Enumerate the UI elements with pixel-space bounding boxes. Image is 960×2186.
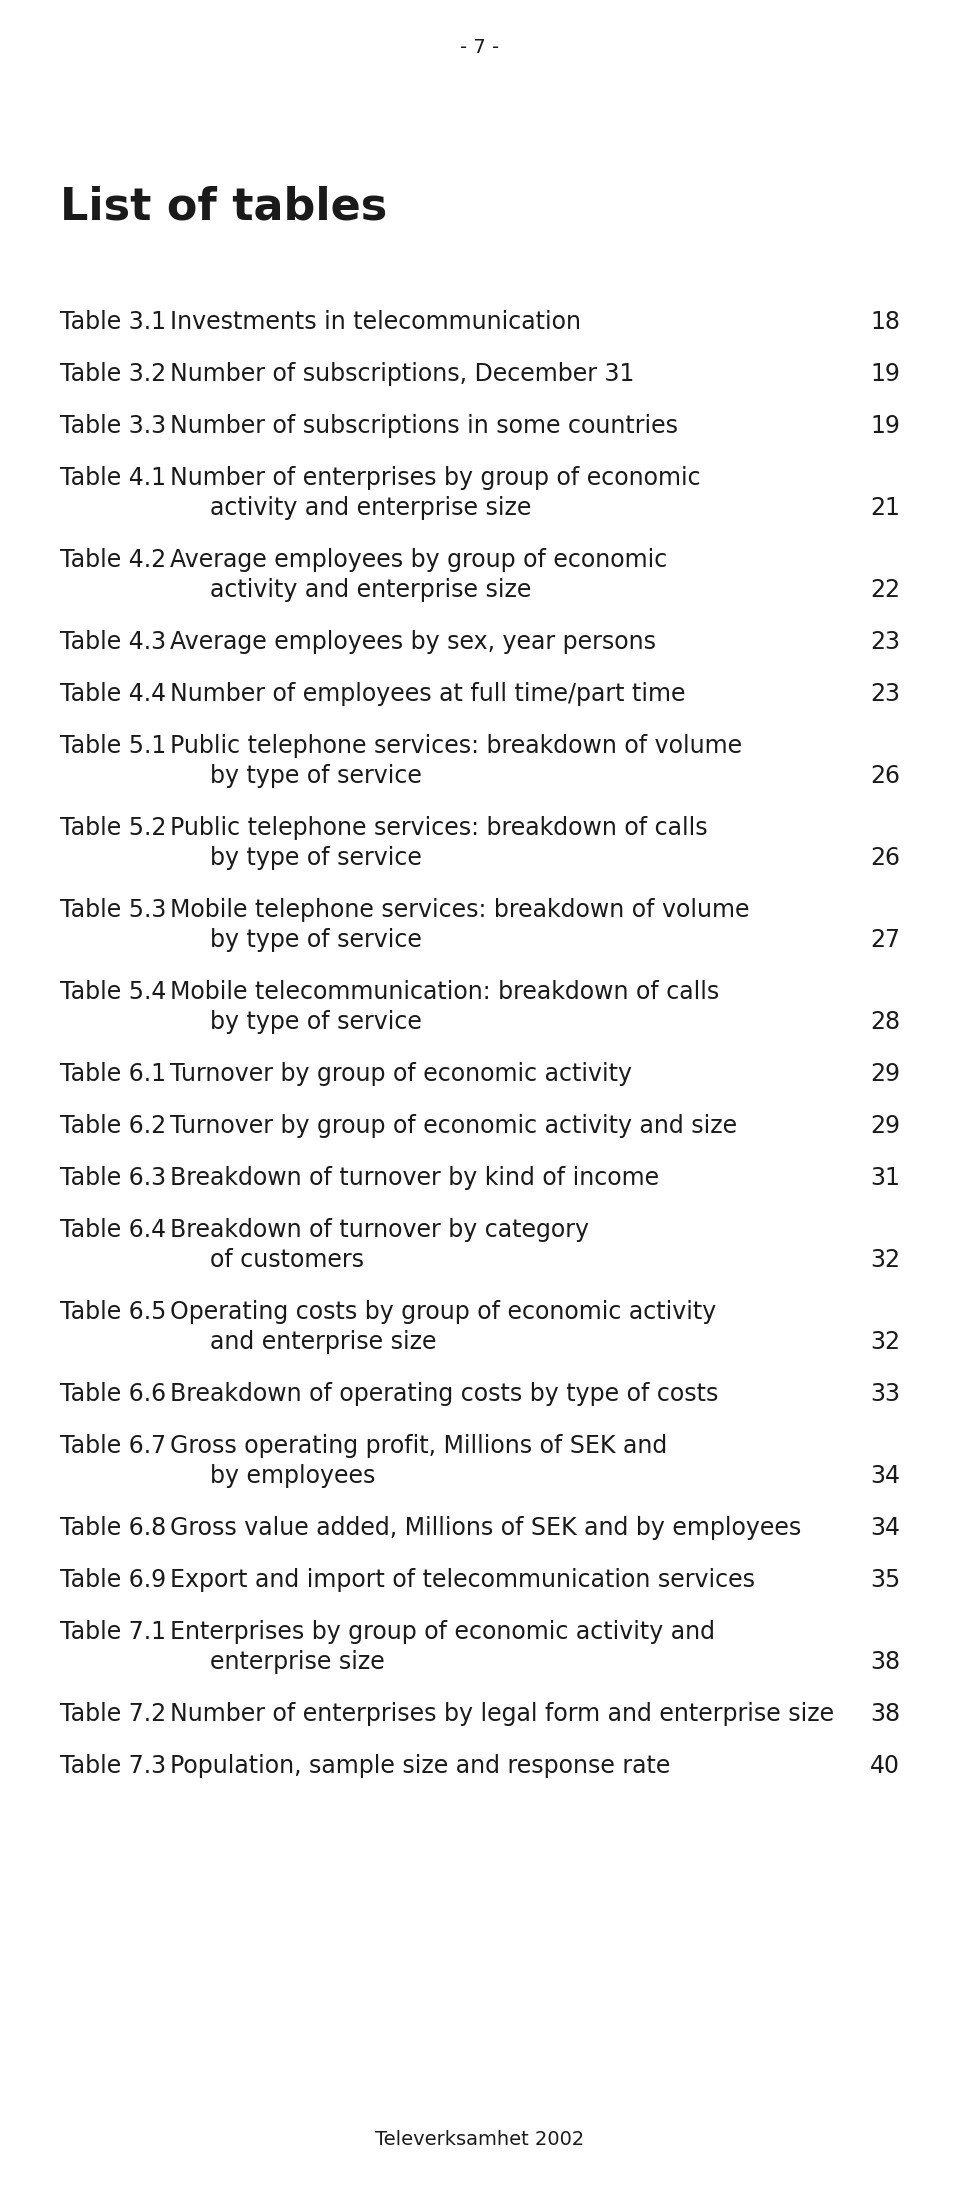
Text: Table 4.1: Table 4.1 xyxy=(60,466,166,490)
Text: 19: 19 xyxy=(870,363,900,387)
Text: Televerksamhet 2002: Televerksamhet 2002 xyxy=(375,2129,585,2149)
Text: 27: 27 xyxy=(870,929,900,951)
Text: Gross value added, Millions of SEK and by employees: Gross value added, Millions of SEK and b… xyxy=(170,1517,802,1539)
Text: Table 6.6: Table 6.6 xyxy=(60,1382,166,1406)
Text: 32: 32 xyxy=(870,1248,900,1272)
Text: 26: 26 xyxy=(870,846,900,870)
Text: Breakdown of operating costs by type of costs: Breakdown of operating costs by type of … xyxy=(170,1382,718,1406)
Text: 18: 18 xyxy=(870,310,900,334)
Text: Table 3.2: Table 3.2 xyxy=(60,363,166,387)
Text: Population, sample size and response rate: Population, sample size and response rat… xyxy=(170,1753,670,1777)
Text: by type of service: by type of service xyxy=(210,846,421,870)
Text: Table 4.4: Table 4.4 xyxy=(60,682,166,706)
Text: Turnover by group of economic activity: Turnover by group of economic activity xyxy=(170,1062,632,1086)
Text: Mobile telecommunication: breakdown of calls: Mobile telecommunication: breakdown of c… xyxy=(170,979,719,1003)
Text: by type of service: by type of service xyxy=(210,763,421,787)
Text: 19: 19 xyxy=(870,413,900,437)
Text: Table 5.1: Table 5.1 xyxy=(60,734,166,759)
Text: Mobile telephone services: breakdown of volume: Mobile telephone services: breakdown of … xyxy=(170,898,750,922)
Text: Average employees by group of economic: Average employees by group of economic xyxy=(170,549,667,573)
Text: by type of service: by type of service xyxy=(210,1010,421,1034)
Text: enterprise size: enterprise size xyxy=(210,1650,385,1674)
Text: 35: 35 xyxy=(870,1567,900,1591)
Text: Table 6.4: Table 6.4 xyxy=(60,1218,166,1242)
Text: Table 4.2: Table 4.2 xyxy=(60,549,166,573)
Text: Breakdown of turnover by kind of income: Breakdown of turnover by kind of income xyxy=(170,1165,660,1189)
Text: List of tables: List of tables xyxy=(60,186,387,227)
Text: Export and import of telecommunication services: Export and import of telecommunication s… xyxy=(170,1567,755,1591)
Text: Investments in telecommunication: Investments in telecommunication xyxy=(170,310,581,334)
Text: Table 6.1: Table 6.1 xyxy=(60,1062,166,1086)
Text: 32: 32 xyxy=(870,1329,900,1353)
Text: Table 3.3: Table 3.3 xyxy=(60,413,166,437)
Text: Table 6.7: Table 6.7 xyxy=(60,1434,166,1458)
Text: Public telephone services: breakdown of calls: Public telephone services: breakdown of … xyxy=(170,815,708,839)
Text: Operating costs by group of economic activity: Operating costs by group of economic act… xyxy=(170,1301,716,1325)
Text: Table 4.3: Table 4.3 xyxy=(60,630,166,654)
Text: Table 6.2: Table 6.2 xyxy=(60,1115,166,1139)
Text: Breakdown of turnover by category: Breakdown of turnover by category xyxy=(170,1218,589,1242)
Text: Gross operating profit, Millions of SEK and: Gross operating profit, Millions of SEK … xyxy=(170,1434,667,1458)
Text: 29: 29 xyxy=(870,1115,900,1139)
Text: Number of subscriptions, December 31: Number of subscriptions, December 31 xyxy=(170,363,635,387)
Text: 38: 38 xyxy=(870,1703,900,1727)
Text: Table 6.3: Table 6.3 xyxy=(60,1165,166,1189)
Text: 21: 21 xyxy=(870,496,900,520)
Text: 23: 23 xyxy=(870,682,900,706)
Text: 22: 22 xyxy=(870,577,900,601)
Text: activity and enterprise size: activity and enterprise size xyxy=(210,496,532,520)
Text: Table 6.8: Table 6.8 xyxy=(60,1517,166,1539)
Text: 29: 29 xyxy=(870,1062,900,1086)
Text: activity and enterprise size: activity and enterprise size xyxy=(210,577,532,601)
Text: 28: 28 xyxy=(870,1010,900,1034)
Text: 38: 38 xyxy=(870,1650,900,1674)
Text: Number of enterprises by group of economic: Number of enterprises by group of econom… xyxy=(170,466,701,490)
Text: Average employees by sex, year persons: Average employees by sex, year persons xyxy=(170,630,656,654)
Text: 34: 34 xyxy=(870,1465,900,1489)
Text: Table 7.3: Table 7.3 xyxy=(60,1753,166,1777)
Text: Number of employees at full time/part time: Number of employees at full time/part ti… xyxy=(170,682,685,706)
Text: 40: 40 xyxy=(870,1753,900,1777)
Text: Public telephone services: breakdown of volume: Public telephone services: breakdown of … xyxy=(170,734,742,759)
Text: Table 6.5: Table 6.5 xyxy=(60,1301,166,1325)
Text: Table 5.4: Table 5.4 xyxy=(60,979,166,1003)
Text: 26: 26 xyxy=(870,763,900,787)
Text: Table 3.1: Table 3.1 xyxy=(60,310,166,334)
Text: Table 7.1: Table 7.1 xyxy=(60,1620,166,1644)
Text: Enterprises by group of economic activity and: Enterprises by group of economic activit… xyxy=(170,1620,715,1644)
Text: - 7 -: - 7 - xyxy=(461,37,499,57)
Text: by employees: by employees xyxy=(210,1465,375,1489)
Text: Table 6.9: Table 6.9 xyxy=(60,1567,166,1591)
Text: 23: 23 xyxy=(870,630,900,654)
Text: Table 5.3: Table 5.3 xyxy=(60,898,166,922)
Text: Turnover by group of economic activity and size: Turnover by group of economic activity a… xyxy=(170,1115,737,1139)
Text: of customers: of customers xyxy=(210,1248,364,1272)
Text: 31: 31 xyxy=(870,1165,900,1189)
Text: Number of subscriptions in some countries: Number of subscriptions in some countrie… xyxy=(170,413,678,437)
Text: 34: 34 xyxy=(870,1517,900,1539)
Text: by type of service: by type of service xyxy=(210,929,421,951)
Text: 33: 33 xyxy=(870,1382,900,1406)
Text: Number of enterprises by legal form and enterprise size: Number of enterprises by legal form and … xyxy=(170,1703,834,1727)
Text: Table 7.2: Table 7.2 xyxy=(60,1703,166,1727)
Text: Table 5.2: Table 5.2 xyxy=(60,815,166,839)
Text: and enterprise size: and enterprise size xyxy=(210,1329,437,1353)
